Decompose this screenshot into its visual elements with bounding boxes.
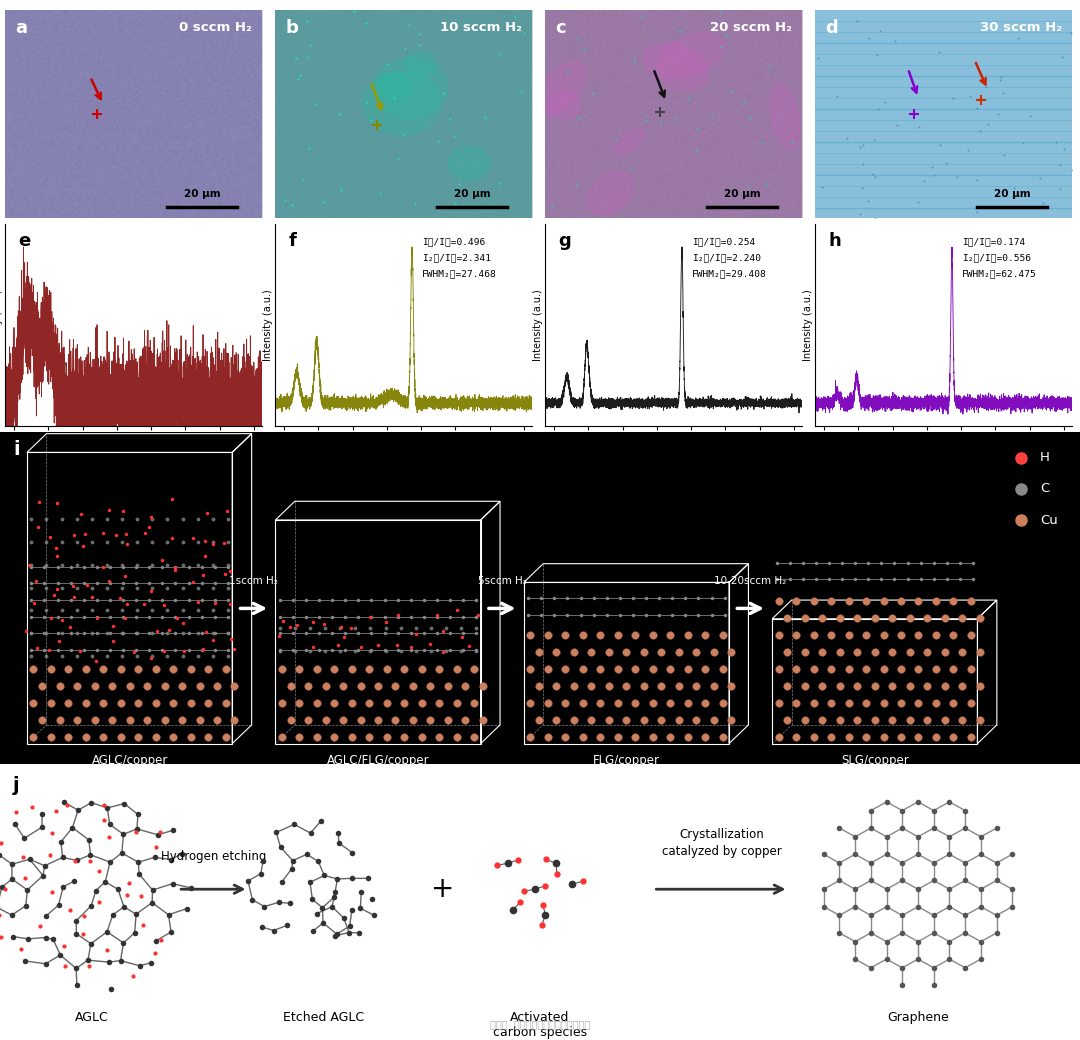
Bar [27,452,232,744]
Text: 公众号  云南省先进粉体材料创新团队: 公众号 云南省先进粉体材料创新团队 [490,1019,590,1030]
Text: i: i [13,440,19,459]
Circle shape [363,72,441,134]
Circle shape [378,73,410,99]
Text: Etched AGLC: Etched AGLC [283,1011,365,1023]
Text: Iᴅ/Iᴊ=0.496
I₂ᴅ/Iᴊ=2.341
FWHM₂ᴅ=27.468: Iᴅ/Iᴊ=0.496 I₂ᴅ/Iᴊ=2.341 FWHM₂ᴅ=27.468 [422,238,497,279]
Text: Hydrogen etching: Hydrogen etching [161,851,266,863]
Text: 20 sccm H₂: 20 sccm H₂ [711,21,792,33]
Text: 20 μm: 20 μm [454,188,490,199]
Circle shape [405,51,436,77]
Text: C: C [1040,483,1050,495]
Text: 20 μm: 20 μm [724,188,760,199]
Text: AGLC: AGLC [75,1011,109,1023]
Text: AGLC/copper: AGLC/copper [92,754,167,768]
Text: 10-20sccm H₂: 10-20sccm H₂ [715,575,786,586]
Text: 30 sccm H₂: 30 sccm H₂ [980,21,1062,33]
Text: Iᴅ/Iᴊ=0.174
I₂ᴅ/Iᴊ=0.556
FWHM₂ᴅ=62.475: Iᴅ/Iᴊ=0.174 I₂ᴅ/Iᴊ=0.556 FWHM₂ᴅ=62.475 [962,238,1037,279]
Ellipse shape [643,43,708,90]
Ellipse shape [546,93,581,120]
Ellipse shape [770,83,799,149]
Text: j: j [13,776,19,796]
Text: Graphene: Graphene [887,1011,949,1023]
Ellipse shape [657,32,725,78]
Text: SLG/copper: SLG/copper [841,754,908,768]
Y-axis label: Intensity (a.u.): Intensity (a.u.) [802,289,812,361]
Bar [524,582,729,744]
Text: Activated
carbon species: Activated carbon species [492,1011,588,1039]
X-axis label: Raman shift (cm⁻¹): Raman shift (cm⁻¹) [897,450,990,460]
Y-axis label: Intensity (a.u.): Intensity (a.u.) [532,289,542,361]
Text: f: f [288,232,296,250]
Text: AGLC/FLG/copper: AGLC/FLG/copper [326,754,430,768]
Y-axis label: Intensity (a.u.): Intensity (a.u.) [0,289,2,361]
Text: 0 sccm H₂: 0 sccm H₂ [179,21,252,33]
Text: Crystallization
catalyzed by copper: Crystallization catalyzed by copper [662,828,781,858]
Text: c: c [556,19,566,36]
Text: Cu: Cu [1040,514,1057,526]
X-axis label: Raman shift (cm⁻¹): Raman shift (cm⁻¹) [627,450,720,460]
Text: 5sccm H₂: 5sccm H₂ [477,575,527,586]
Text: g: g [558,232,571,250]
Ellipse shape [588,172,634,214]
Ellipse shape [538,61,586,113]
Text: a: a [16,19,28,36]
X-axis label: Raman shift (cm⁻¹): Raman shift (cm⁻¹) [357,450,450,460]
Text: e: e [18,232,30,250]
Text: +: + [431,876,455,903]
Circle shape [448,147,490,180]
Text: H: H [1040,451,1050,464]
Circle shape [373,58,447,118]
X-axis label: Raman shift (cm⁻¹): Raman shift (cm⁻¹) [87,450,180,460]
Text: b: b [286,19,298,36]
Text: h: h [828,232,841,250]
Bar [772,619,977,744]
Text: 10 sccm H₂: 10 sccm H₂ [441,21,522,33]
Text: 20 μm: 20 μm [994,188,1030,199]
Ellipse shape [613,129,645,154]
Bar [275,520,481,744]
Text: d: d [826,19,838,36]
Text: 1sccm H₂: 1sccm H₂ [229,575,279,586]
Text: Iᴅ/Iᴊ=0.254
I₂ᴅ/Iᴊ=2.240
FWHM₂ᴅ=29.408: Iᴅ/Iᴊ=0.254 I₂ᴅ/Iᴊ=2.240 FWHM₂ᴅ=29.408 [692,238,767,279]
Text: FLG/copper: FLG/copper [593,754,660,768]
Text: 20 μm: 20 μm [184,188,220,199]
Y-axis label: Intensity (a.u.): Intensity (a.u.) [262,289,272,361]
